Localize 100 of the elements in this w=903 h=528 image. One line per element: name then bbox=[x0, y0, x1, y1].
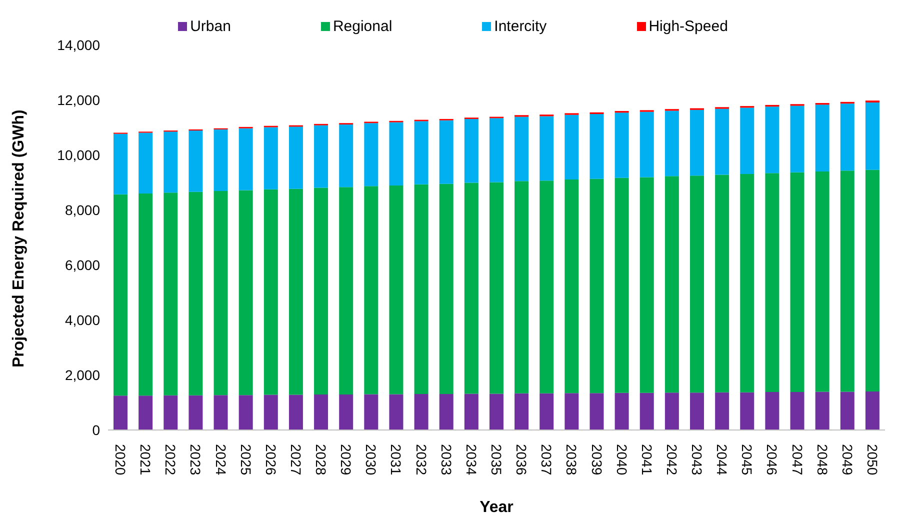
bar bbox=[564, 179, 579, 394]
bar bbox=[514, 393, 529, 430]
bar bbox=[540, 180, 554, 394]
x-tick-label: 2029 bbox=[338, 444, 354, 476]
x-tick-label: 2030 bbox=[363, 444, 380, 476]
bar bbox=[464, 118, 478, 183]
bar bbox=[339, 187, 354, 395]
bar bbox=[364, 186, 378, 394]
x-tick-label: 2031 bbox=[388, 444, 404, 476]
bar bbox=[640, 177, 654, 393]
bar bbox=[314, 125, 328, 188]
bar bbox=[765, 106, 780, 174]
bar bbox=[339, 124, 354, 188]
bar bbox=[264, 127, 278, 190]
bar bbox=[514, 181, 529, 394]
x-tick-label: 2025 bbox=[238, 444, 254, 476]
y-tick-label: 12,000 bbox=[57, 92, 100, 108]
bar bbox=[715, 174, 730, 392]
bar bbox=[114, 134, 128, 194]
x-tick-label: 2050 bbox=[864, 444, 880, 476]
x-axis-title: Year bbox=[480, 499, 514, 516]
bar bbox=[238, 128, 253, 190]
bar bbox=[514, 116, 529, 182]
bar bbox=[238, 190, 253, 396]
x-tick-label: 2045 bbox=[739, 444, 756, 476]
bar bbox=[740, 108, 754, 174]
bar bbox=[564, 114, 579, 180]
bar bbox=[439, 394, 454, 430]
y-axis-title: Projected Energy Required (GWh) bbox=[10, 110, 28, 368]
bar bbox=[214, 191, 228, 396]
bar bbox=[740, 392, 754, 430]
bar bbox=[664, 110, 679, 176]
bar bbox=[264, 394, 278, 430]
bar bbox=[489, 182, 504, 394]
bar bbox=[314, 188, 328, 395]
bar bbox=[264, 189, 278, 395]
bar bbox=[364, 394, 378, 430]
bar bbox=[614, 112, 629, 178]
x-tick-label: 2024 bbox=[212, 444, 229, 476]
bar bbox=[840, 104, 854, 171]
bar bbox=[740, 174, 754, 392]
bar bbox=[865, 102, 880, 170]
bar bbox=[414, 121, 428, 184]
x-tick-label: 2039 bbox=[588, 444, 605, 476]
y-tick-label: 14,000 bbox=[57, 36, 100, 53]
bar bbox=[590, 393, 604, 430]
y-tick-label: 6,000 bbox=[64, 256, 100, 273]
bar bbox=[489, 394, 504, 430]
bar bbox=[590, 114, 604, 179]
bar bbox=[614, 178, 629, 393]
x-tick-label: 2042 bbox=[664, 444, 680, 476]
bar bbox=[664, 176, 679, 393]
bar bbox=[214, 129, 228, 192]
bar bbox=[840, 392, 854, 430]
x-tick-label: 2047 bbox=[789, 444, 806, 476]
bar bbox=[865, 170, 880, 392]
bar bbox=[715, 108, 730, 175]
bar bbox=[790, 392, 804, 430]
bar bbox=[790, 172, 804, 392]
y-tick-label: 2,000 bbox=[64, 366, 100, 383]
bar bbox=[690, 176, 704, 393]
bar bbox=[464, 182, 478, 394]
legend-label: High-Speed bbox=[648, 18, 728, 35]
x-tick-label: 2026 bbox=[262, 444, 279, 476]
legend-label: Regional bbox=[332, 18, 392, 35]
bar bbox=[590, 178, 604, 394]
bar bbox=[640, 392, 654, 430]
legend-label: Intercity bbox=[494, 18, 547, 35]
bar bbox=[489, 118, 504, 182]
y-tick-label: 8,000 bbox=[64, 202, 100, 218]
bar bbox=[314, 394, 328, 430]
x-tick-label: 2027 bbox=[288, 444, 304, 476]
bar bbox=[790, 106, 804, 172]
bar bbox=[840, 170, 854, 392]
x-tick-label: 2023 bbox=[188, 444, 204, 476]
x-tick-label: 2022 bbox=[162, 444, 179, 476]
x-tick-label: 2040 bbox=[614, 444, 630, 476]
x-tick-label: 2032 bbox=[413, 444, 430, 476]
bar bbox=[540, 393, 554, 430]
bar bbox=[414, 184, 428, 394]
bar bbox=[464, 394, 478, 430]
bar bbox=[138, 396, 153, 430]
x-tick-label: 2046 bbox=[764, 444, 780, 476]
bar bbox=[364, 123, 378, 186]
x-tick-label: 2021 bbox=[138, 444, 154, 476]
bar bbox=[439, 120, 454, 184]
y-tick-label: 0 bbox=[92, 422, 100, 438]
x-tick-label: 2041 bbox=[638, 444, 655, 476]
x-tick-label: 2035 bbox=[488, 444, 504, 476]
bar bbox=[865, 392, 880, 430]
bar bbox=[339, 394, 354, 430]
x-tick-label: 2044 bbox=[714, 444, 730, 476]
bar bbox=[815, 104, 830, 172]
bar bbox=[690, 110, 704, 176]
bar bbox=[540, 116, 554, 181]
bar bbox=[138, 132, 153, 194]
x-tick-label: 2036 bbox=[514, 444, 530, 476]
bar bbox=[188, 395, 203, 430]
bar bbox=[389, 186, 404, 394]
x-tick-label: 2033 bbox=[438, 444, 454, 476]
